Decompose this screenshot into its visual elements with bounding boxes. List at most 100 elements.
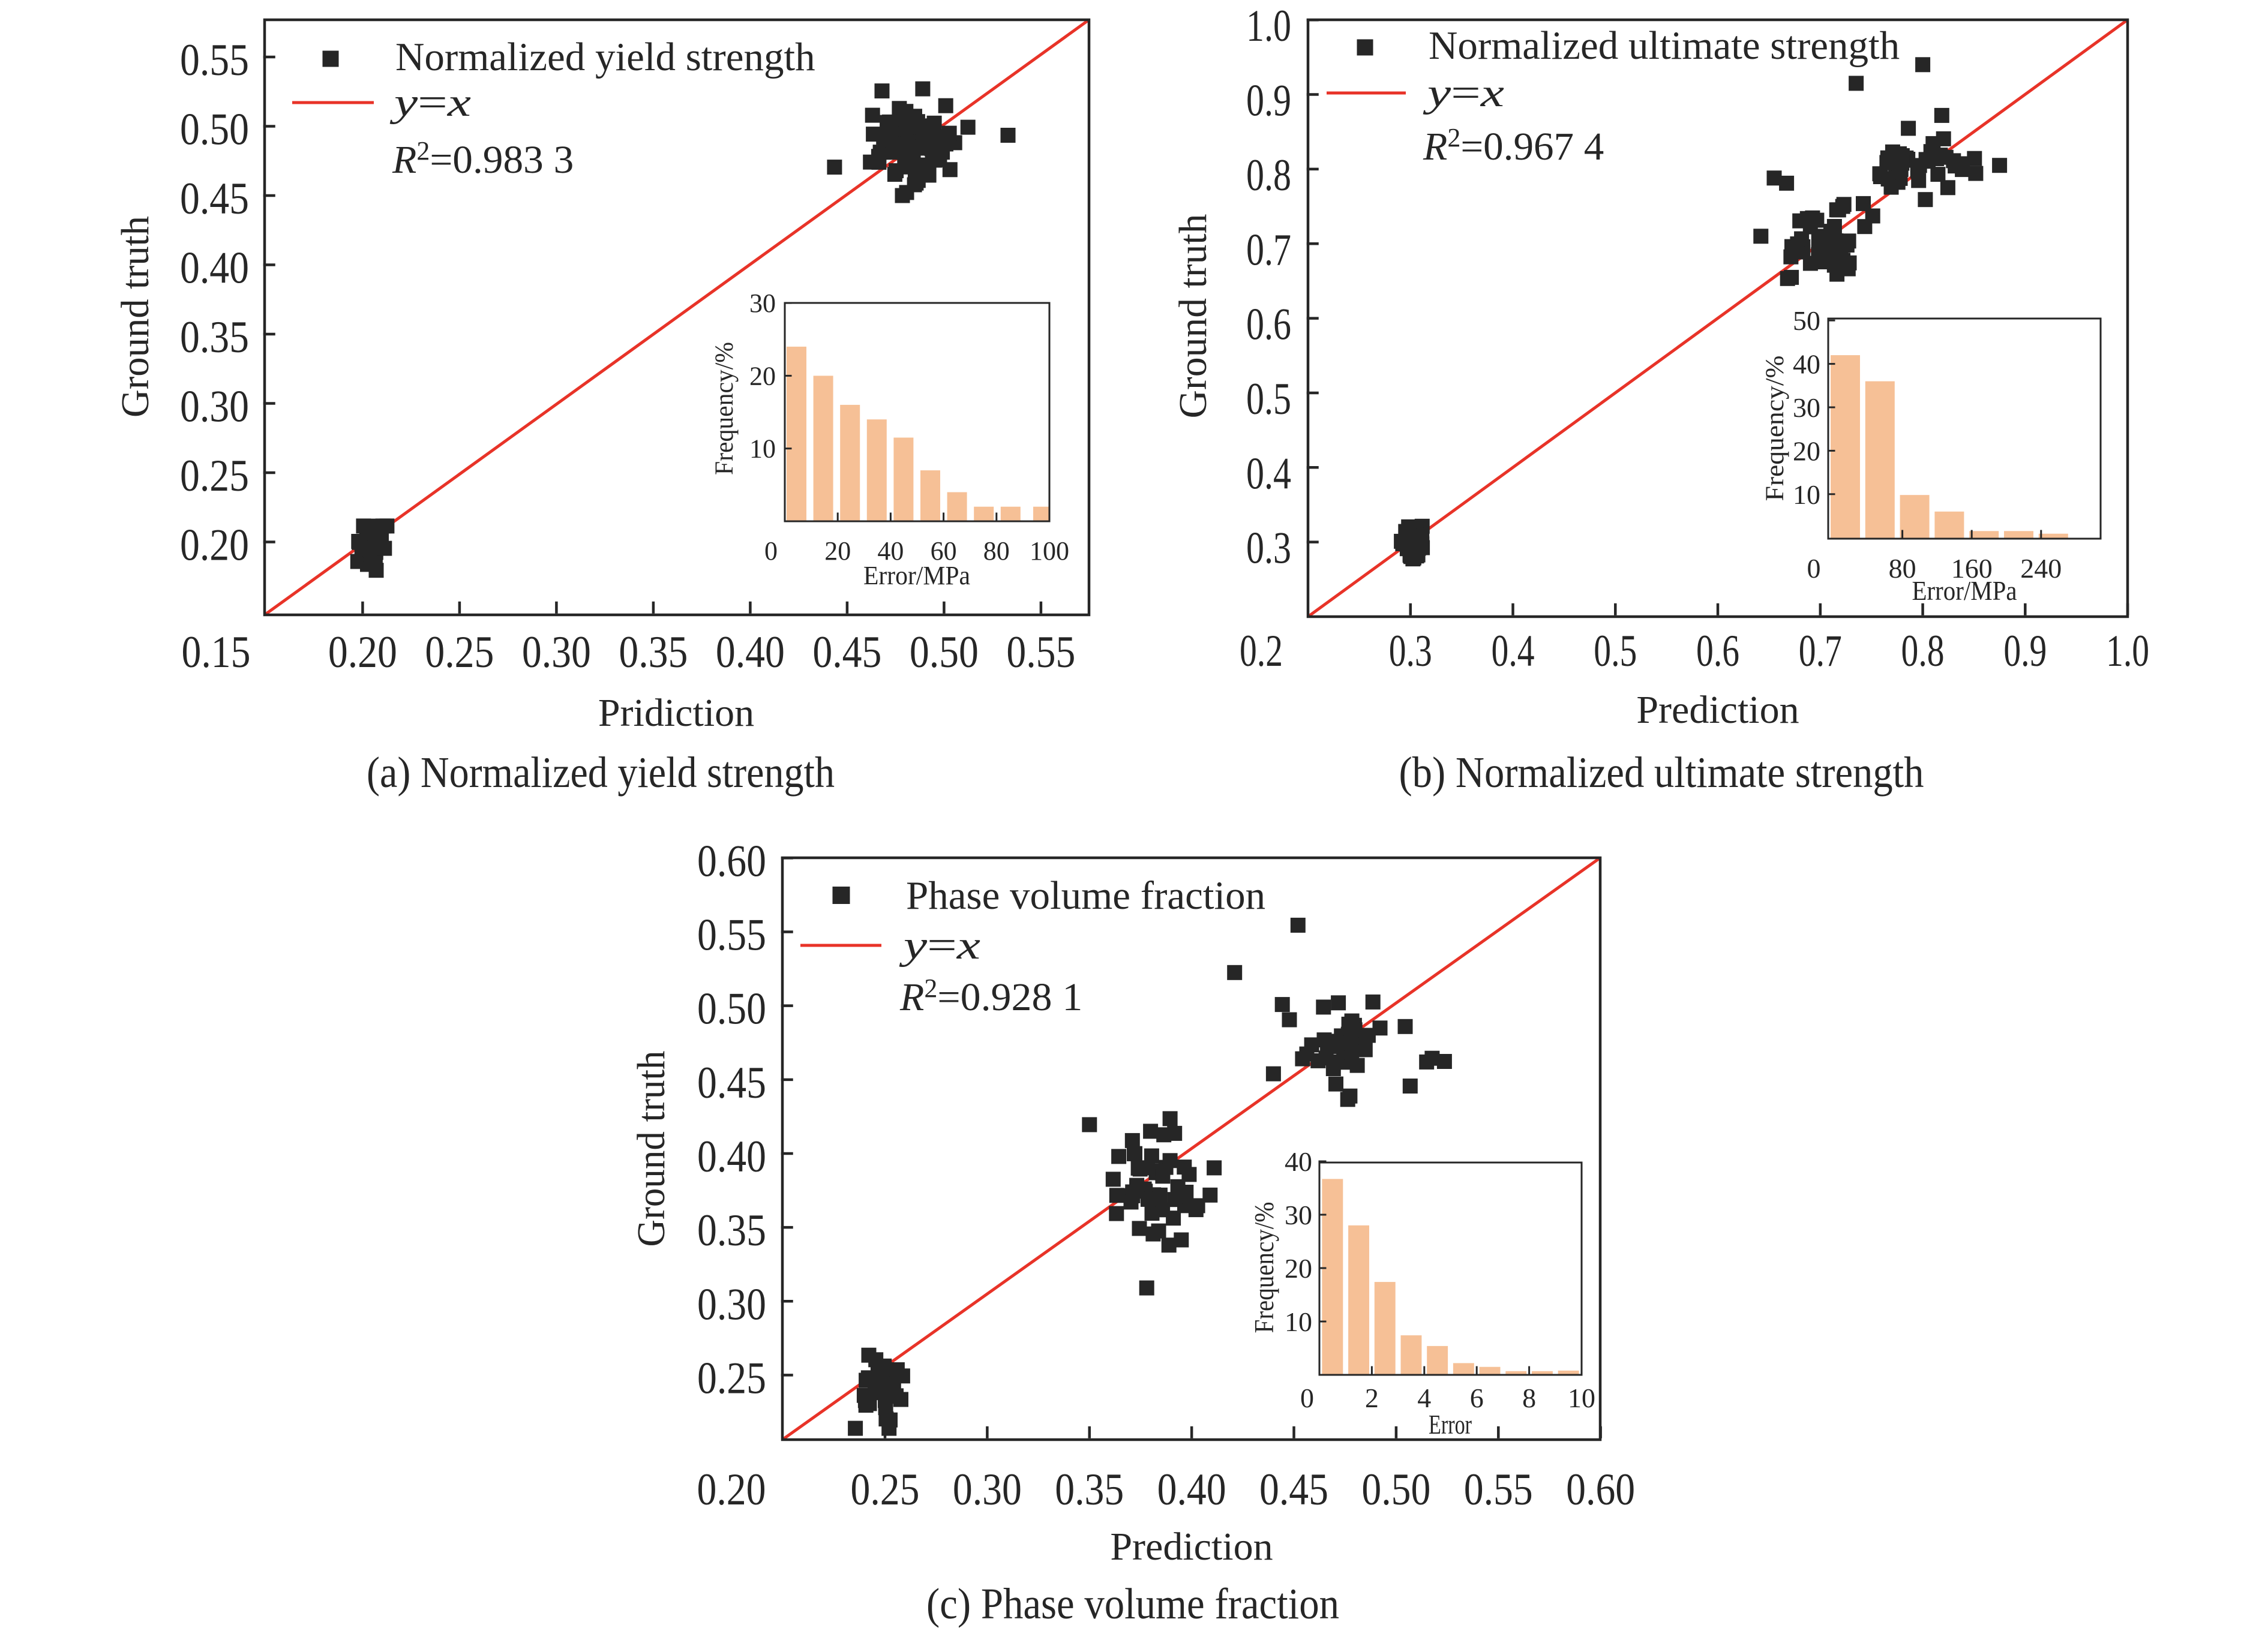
svg-text:(b) Normalized ultimate streng: (b) Normalized ultimate strength [1399, 748, 1924, 797]
svg-text:0.50: 0.50 [697, 984, 766, 1034]
svg-text:0.40: 0.40 [180, 244, 249, 293]
svg-text:Prediction: Prediction [1110, 1525, 1273, 1569]
svg-text:0.55: 0.55 [1006, 627, 1075, 677]
svg-text:R2=0.983 3: R2=0.983 3 [392, 136, 574, 182]
svg-text:y=x: y = x [899, 923, 980, 968]
svg-text:40: 40 [1285, 1146, 1312, 1177]
svg-text:0.7: 0.7 [1246, 225, 1291, 275]
svg-text:60: 60 [931, 536, 957, 566]
svg-text:8: 8 [1522, 1383, 1536, 1413]
svg-text:0.3: 0.3 [1246, 524, 1291, 573]
svg-text:0.7: 0.7 [1799, 626, 1842, 676]
svg-text:0.8: 0.8 [1246, 151, 1291, 200]
svg-text:Normalized ultimate strength: Normalized ultimate strength [1429, 23, 1900, 68]
svg-text:0.5: 0.5 [1246, 374, 1291, 424]
svg-text:0.50: 0.50 [910, 627, 979, 677]
svg-text:Error: Error [1429, 1409, 1472, 1440]
svg-text:0.45: 0.45 [697, 1058, 766, 1108]
svg-text:10: 10 [1793, 479, 1820, 510]
svg-text:0.5: 0.5 [1594, 626, 1637, 676]
svg-text:0.35: 0.35 [697, 1206, 766, 1255]
svg-text:Error/MPa: Error/MPa [863, 561, 970, 590]
svg-text:20: 20 [749, 361, 776, 391]
svg-text:0: 0 [1300, 1383, 1314, 1413]
svg-text:y=x: y = x [1423, 71, 1504, 115]
svg-text:0.35: 0.35 [180, 313, 249, 362]
svg-text:0.50: 0.50 [180, 105, 249, 155]
svg-text:0.2: 0.2 [1240, 626, 1283, 676]
svg-text:0.40: 0.40 [1157, 1465, 1226, 1515]
svg-text:Frequency/%: Frequency/% [1249, 1202, 1279, 1333]
svg-text:0.15: 0.15 [182, 627, 251, 677]
svg-text:0: 0 [1807, 553, 1821, 584]
svg-text:240: 240 [2020, 553, 2062, 584]
svg-text:Phase volume fraction: Phase volume fraction [906, 873, 1265, 918]
svg-text:0.20: 0.20 [328, 627, 397, 677]
svg-text:20: 20 [824, 536, 851, 566]
svg-text:30: 30 [749, 289, 776, 318]
svg-text:30: 30 [1793, 392, 1820, 423]
svg-text:0.55: 0.55 [1464, 1465, 1533, 1515]
svg-text:40: 40 [877, 536, 904, 566]
svg-text:(a) Normalized yield strength: (a) Normalized yield strength [367, 748, 835, 797]
svg-text:Normalized yield strength: Normalized yield strength [395, 35, 815, 79]
svg-text:20: 20 [1793, 435, 1820, 466]
svg-text:0.25: 0.25 [697, 1353, 766, 1403]
svg-text:40: 40 [1793, 349, 1820, 380]
svg-text:0.6: 0.6 [1696, 626, 1739, 676]
svg-text:0.40: 0.40 [697, 1132, 766, 1182]
svg-text:20: 20 [1285, 1253, 1312, 1284]
svg-text:Error/MPa: Error/MPa [1912, 575, 2017, 606]
svg-text:Frequency/%: Frequency/% [1761, 356, 1789, 501]
svg-text:0: 0 [764, 536, 778, 566]
svg-text:0.40: 0.40 [716, 627, 785, 677]
svg-text:Ground truth: Ground truth [1171, 214, 1215, 419]
svg-text:0.50: 0.50 [1361, 1465, 1430, 1515]
svg-text:2: 2 [1365, 1383, 1379, 1413]
svg-text:0.25: 0.25 [180, 451, 249, 501]
svg-text:0.25: 0.25 [425, 627, 494, 677]
svg-text:(c) Phase volume fraction: (c) Phase volume fraction [926, 1579, 1339, 1628]
svg-text:10: 10 [749, 434, 776, 464]
svg-text:0.4: 0.4 [1246, 449, 1291, 498]
svg-text:160: 160 [1951, 553, 1993, 584]
svg-text:0.4: 0.4 [1492, 626, 1535, 676]
svg-text:100: 100 [1030, 536, 1069, 566]
svg-text:6: 6 [1470, 1383, 1484, 1413]
svg-text:Prediction: Prediction [1636, 688, 1799, 732]
svg-text:R2=0.928 1: R2=0.928 1 [899, 974, 1082, 1019]
svg-text:1.0: 1.0 [1246, 1, 1291, 51]
svg-text:y=x: y = x [389, 80, 471, 125]
svg-text:Ground truth: Ground truth [113, 216, 157, 417]
svg-text:1.0: 1.0 [2106, 626, 2149, 676]
svg-text:10: 10 [1285, 1306, 1312, 1337]
svg-text:0.45: 0.45 [812, 627, 881, 677]
svg-text:50: 50 [1793, 305, 1820, 336]
svg-text:0.55: 0.55 [180, 35, 249, 85]
svg-text:0.60: 0.60 [697, 836, 766, 886]
svg-text:0.8: 0.8 [1901, 626, 1945, 676]
svg-text:0.35: 0.35 [1055, 1465, 1124, 1515]
svg-text:0.3: 0.3 [1389, 626, 1432, 676]
svg-text:0.25: 0.25 [851, 1465, 920, 1515]
svg-text:0.45: 0.45 [1259, 1465, 1328, 1515]
svg-text:0.20: 0.20 [180, 521, 249, 570]
svg-text:0.35: 0.35 [619, 627, 688, 677]
svg-text:R2=0.967 4: R2=0.967 4 [1423, 123, 1604, 169]
svg-text:0.30: 0.30 [522, 627, 591, 677]
svg-text:0.9: 0.9 [2003, 626, 2047, 676]
svg-text:Ground truth: Ground truth [629, 1051, 673, 1247]
svg-text:0.55: 0.55 [697, 911, 766, 960]
svg-text:0.30: 0.30 [953, 1465, 1022, 1515]
svg-text:0.30: 0.30 [180, 382, 249, 432]
svg-text:0.20: 0.20 [697, 1465, 766, 1515]
svg-text:80: 80 [983, 536, 1010, 566]
svg-text:80: 80 [1889, 553, 1916, 584]
svg-text:0.45: 0.45 [180, 174, 249, 224]
svg-text:0.30: 0.30 [697, 1279, 766, 1329]
svg-text:30: 30 [1285, 1200, 1312, 1230]
svg-text:4: 4 [1417, 1383, 1431, 1413]
svg-text:10: 10 [1568, 1383, 1595, 1413]
svg-text:0.9: 0.9 [1246, 76, 1291, 126]
svg-text:Pridiction: Pridiction [598, 691, 754, 735]
